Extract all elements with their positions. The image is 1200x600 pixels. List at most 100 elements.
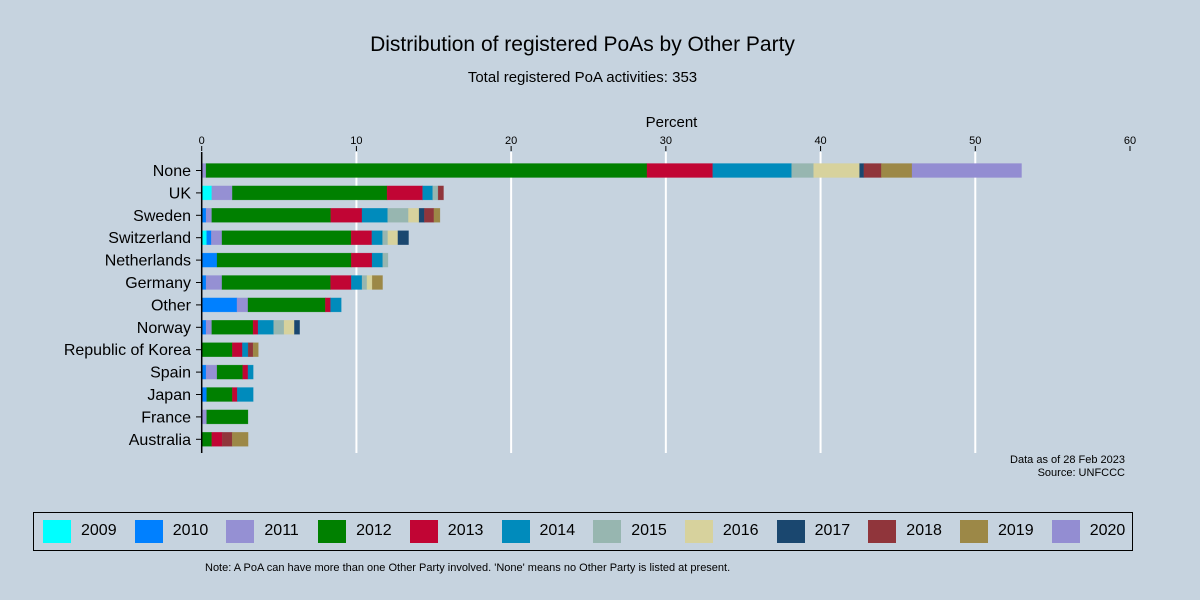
bar-segment-2014 xyxy=(247,364,254,380)
bar-chart-plot: 0 10 20 30 40 50 60 None UK Sweden Switzerland Neth… xyxy=(64,135,1136,453)
bar-segment-2017 xyxy=(294,320,300,335)
bar-segment-2010 xyxy=(201,297,238,313)
legend: 2009 2010 2011 2012 2013 2014 2015 2016 2017 2018… xyxy=(33,512,1133,551)
bar-segment-2014 xyxy=(371,230,383,245)
bar-segment-2013 xyxy=(232,387,238,402)
bar-segment-2014 xyxy=(242,342,249,357)
legend-swatch xyxy=(409,520,438,543)
bar-segment-2018 xyxy=(437,185,444,201)
bar-segment-2018 xyxy=(221,432,233,447)
bar-segment-2014 xyxy=(257,320,274,335)
bar-segment-2018 xyxy=(863,163,882,178)
y-category-label: Japan xyxy=(147,387,191,404)
bar-segment-2018 xyxy=(247,342,254,357)
x-axis-label: Percent xyxy=(645,114,698,131)
y-category-label: Sweden xyxy=(133,208,191,225)
y-category-label: None xyxy=(153,163,191,180)
bar-segment-2019 xyxy=(252,342,259,357)
bar-segment-2013 xyxy=(646,163,713,178)
bar-segment-2013 xyxy=(232,342,243,357)
legend-swatch xyxy=(134,520,163,543)
bar-segment-2017 xyxy=(418,208,425,223)
y-category-label: Other xyxy=(151,297,192,314)
legend-label: 2014 xyxy=(539,522,576,539)
bar-segment-2010 xyxy=(201,252,218,268)
bar-segment-2015 xyxy=(273,320,285,335)
bar-segment-2011 xyxy=(236,297,249,313)
y-category-label: Germany xyxy=(125,275,191,292)
legend-label: 2011 xyxy=(264,522,299,539)
y-category-label: Australia xyxy=(129,432,191,449)
y-category-label: Switzerland xyxy=(108,230,191,247)
bar-segment-2011 xyxy=(205,275,223,290)
bar-segment-2010 xyxy=(206,230,212,245)
bar-segment-2012 xyxy=(211,320,254,335)
bar-segment-2012 xyxy=(216,364,243,380)
y-category-label: Netherlands xyxy=(105,253,191,270)
bar-segment-2013 xyxy=(325,297,331,313)
bar-segment-2019 xyxy=(231,432,249,447)
legend-label: 2019 xyxy=(998,522,1034,539)
x-tick-label: 30 xyxy=(660,135,672,147)
legend-swatch xyxy=(960,520,988,543)
y-category-label: France xyxy=(141,409,191,426)
legend-label: 2010 xyxy=(172,522,209,539)
bar-segment-2013 xyxy=(330,208,363,223)
legend-swatch xyxy=(684,520,713,543)
legend-label: 2018 xyxy=(906,522,942,539)
bar-segment-2011 xyxy=(205,320,213,335)
bar-segment-2012 xyxy=(221,275,331,290)
bar-segment-2013 xyxy=(211,432,223,447)
legend-label: 2012 xyxy=(356,522,392,539)
bar-segment-2019 xyxy=(433,208,441,223)
bar-segment-2013 xyxy=(330,275,352,290)
legend-label: 2017 xyxy=(814,522,851,539)
x-tick-label: 60 xyxy=(1124,135,1136,147)
legend-label: 2015 xyxy=(631,522,667,539)
bar-segment-2014 xyxy=(712,163,792,178)
bar-segment-2014 xyxy=(351,275,363,290)
legend-label: 2016 xyxy=(722,522,759,539)
bar-segment-2011 xyxy=(205,364,218,380)
bar-segment-2012 xyxy=(211,208,331,223)
bar-segment-2018 xyxy=(424,208,435,223)
bar-segment-2019 xyxy=(371,275,383,290)
bar-segment-2019 xyxy=(881,163,913,178)
bar-segment-2012 xyxy=(216,252,352,268)
legend-swatch xyxy=(43,520,71,543)
bar-segment-2015 xyxy=(432,185,439,201)
bar-segment-2015 xyxy=(382,252,389,268)
bar-segment-2016 xyxy=(283,320,295,335)
legend-label: 2009 xyxy=(81,522,117,539)
x-tick-label: 50 xyxy=(969,135,981,147)
chart-subtitle: Total registered PoA activities: 353 xyxy=(467,69,698,86)
y-category-label: UK xyxy=(169,185,192,202)
y-category-label: Spain xyxy=(150,365,191,382)
bar-segment-2015 xyxy=(382,230,389,245)
bar-segment-2013 xyxy=(242,364,249,380)
bar-segment-2013 xyxy=(351,252,373,268)
legend-swatch xyxy=(776,520,805,543)
bar-segment-2014 xyxy=(361,208,388,223)
bar-segment-2017 xyxy=(859,163,865,178)
bar-segment-2014 xyxy=(422,185,433,201)
bar-segment-2014 xyxy=(330,297,342,313)
bar-segment-2011 xyxy=(205,208,213,223)
legend-label: 2020 xyxy=(1089,522,1126,539)
bar-segment-2012 xyxy=(221,230,352,245)
x-tick-label: 0 xyxy=(199,135,205,147)
bar-segment-2016 xyxy=(408,208,420,223)
y-category-label: Norway xyxy=(137,320,191,337)
legend-swatch xyxy=(593,520,622,543)
bar-segment-2017 xyxy=(397,230,409,245)
bar-segment-2015 xyxy=(387,208,409,223)
bar-segment-2012 xyxy=(201,432,213,447)
bar-segment-2011 xyxy=(211,185,233,201)
legend-label: 2013 xyxy=(447,522,484,539)
bar-segment-2014 xyxy=(371,252,383,268)
legend-swatch xyxy=(226,520,255,543)
data-date-note: Data as of 28 Feb 2023 xyxy=(1010,454,1125,466)
bar-segment-2013 xyxy=(252,320,259,335)
bar-segment-2012 xyxy=(232,185,388,201)
bar-segment-2013 xyxy=(386,185,423,201)
